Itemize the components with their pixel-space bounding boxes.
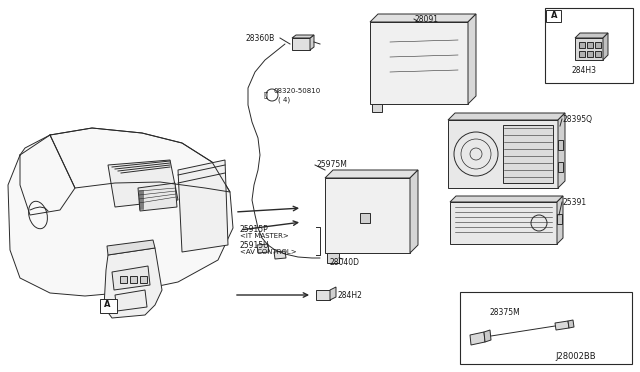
- Polygon shape: [484, 330, 491, 342]
- Polygon shape: [587, 42, 593, 48]
- Polygon shape: [575, 33, 608, 38]
- Polygon shape: [595, 42, 601, 48]
- Polygon shape: [555, 321, 569, 330]
- Polygon shape: [325, 170, 418, 178]
- Bar: [460, 292, 632, 364]
- Text: 25975M: 25975M: [317, 160, 348, 169]
- Polygon shape: [468, 14, 476, 104]
- Text: 08320-50810: 08320-50810: [274, 88, 321, 94]
- Text: 28040D: 28040D: [330, 258, 360, 267]
- Polygon shape: [557, 196, 563, 244]
- Polygon shape: [557, 214, 562, 224]
- Text: A: A: [551, 11, 557, 20]
- Polygon shape: [108, 160, 178, 207]
- Polygon shape: [595, 51, 601, 57]
- Polygon shape: [330, 287, 336, 300]
- Text: <AV CONTROL>: <AV CONTROL>: [240, 249, 296, 255]
- Polygon shape: [257, 244, 269, 253]
- Polygon shape: [120, 276, 127, 283]
- Polygon shape: [112, 266, 150, 290]
- Text: 28360B: 28360B: [245, 34, 275, 43]
- Polygon shape: [178, 160, 228, 252]
- Polygon shape: [558, 113, 565, 188]
- Polygon shape: [603, 33, 608, 60]
- Text: 25391: 25391: [563, 198, 587, 207]
- Polygon shape: [292, 38, 310, 50]
- FancyBboxPatch shape: [547, 10, 561, 22]
- Polygon shape: [327, 253, 339, 263]
- Polygon shape: [370, 22, 468, 104]
- Polygon shape: [448, 113, 565, 120]
- Text: ( 4): ( 4): [278, 96, 290, 103]
- Text: 25915P: 25915P: [240, 225, 269, 234]
- Polygon shape: [292, 35, 314, 38]
- Text: J28002BB: J28002BB: [555, 352, 596, 361]
- Polygon shape: [448, 120, 558, 188]
- Polygon shape: [316, 290, 330, 300]
- Polygon shape: [372, 104, 382, 112]
- Text: 284H2: 284H2: [338, 291, 363, 300]
- FancyBboxPatch shape: [99, 298, 116, 312]
- Polygon shape: [274, 251, 286, 259]
- Polygon shape: [587, 51, 593, 57]
- Polygon shape: [130, 276, 137, 283]
- Text: 28375M: 28375M: [490, 308, 521, 317]
- Polygon shape: [579, 42, 585, 48]
- Polygon shape: [107, 240, 155, 255]
- Polygon shape: [450, 202, 557, 244]
- Polygon shape: [138, 183, 177, 211]
- Polygon shape: [325, 178, 410, 253]
- Polygon shape: [8, 128, 233, 296]
- Text: 28395Q: 28395Q: [563, 115, 593, 124]
- Polygon shape: [450, 196, 563, 202]
- Polygon shape: [503, 125, 553, 183]
- Polygon shape: [370, 14, 476, 22]
- Text: 284H3: 284H3: [572, 66, 597, 75]
- Text: Ⓢ: Ⓢ: [264, 91, 268, 97]
- Polygon shape: [360, 213, 370, 223]
- Polygon shape: [410, 170, 418, 253]
- Bar: [545, 8, 633, 83]
- Polygon shape: [575, 38, 603, 60]
- Text: 28091: 28091: [415, 15, 439, 24]
- Text: A: A: [104, 300, 111, 309]
- Polygon shape: [140, 276, 147, 283]
- Polygon shape: [115, 290, 147, 311]
- Polygon shape: [558, 140, 563, 150]
- Polygon shape: [310, 35, 314, 50]
- Polygon shape: [470, 332, 485, 345]
- Polygon shape: [579, 51, 585, 57]
- Polygon shape: [558, 162, 563, 172]
- Text: 25915U: 25915U: [240, 241, 269, 250]
- Text: <IT MASTER>: <IT MASTER>: [240, 233, 289, 239]
- Polygon shape: [568, 320, 574, 328]
- Polygon shape: [104, 248, 162, 318]
